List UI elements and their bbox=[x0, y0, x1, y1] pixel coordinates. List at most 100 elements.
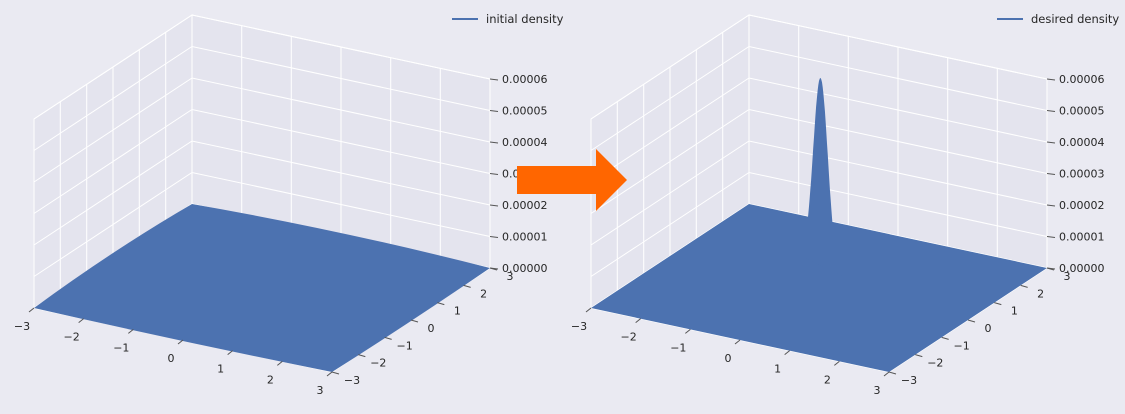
y-tick bbox=[1020, 284, 1028, 288]
z-tick-label: 0.00000 bbox=[1059, 262, 1105, 275]
x-tick bbox=[28, 307, 35, 313]
x-tick bbox=[177, 339, 184, 345]
y-tick-label: 2 bbox=[1037, 287, 1044, 300]
y-tick-label: −1 bbox=[954, 339, 970, 352]
y-tick bbox=[994, 302, 1002, 306]
y-tick bbox=[915, 354, 923, 358]
gridline-z bbox=[33, 45, 491, 151]
x-tick bbox=[585, 307, 592, 313]
x-tick bbox=[128, 328, 134, 334]
surface-peak bbox=[798, 77, 843, 277]
x-tick-label: 1 bbox=[217, 363, 224, 376]
right-arrow-icon bbox=[517, 149, 627, 211]
gridline-z bbox=[33, 77, 491, 183]
x-tick-label: 3 bbox=[874, 384, 881, 397]
x-axis: −3 −2 −1 0 1 2 3 bbox=[14, 307, 333, 397]
x-tick-label: 2 bbox=[267, 373, 274, 386]
gridline-z bbox=[590, 140, 1048, 246]
x-tick bbox=[277, 360, 283, 366]
y-tick-label: −1 bbox=[397, 339, 413, 352]
x-tick bbox=[78, 318, 84, 324]
z-tick bbox=[489, 236, 499, 238]
gridline-z bbox=[590, 171, 1048, 277]
y-axis: −3 −2 −1 0 1 2 3 bbox=[331, 267, 514, 387]
chart-initial-density: 0.000000.000010.000020.000030.000040.000… bbox=[0, 0, 565, 414]
z-tick bbox=[1046, 204, 1056, 207]
density-surface bbox=[591, 77, 1047, 372]
legend: desired density bbox=[997, 12, 1119, 26]
y-tick bbox=[410, 319, 419, 323]
x-tick-label: 0 bbox=[168, 352, 175, 365]
gridline-z bbox=[33, 14, 491, 120]
y-tick-label: −2 bbox=[370, 357, 386, 370]
x-tick bbox=[734, 339, 741, 345]
z-axis: 0.000000.000010.000020.000030.000040.000… bbox=[489, 73, 548, 275]
y-tick-label: 0 bbox=[428, 322, 435, 335]
z-tick-label: 0.00003 bbox=[1059, 168, 1105, 181]
z-tick bbox=[489, 110, 499, 112]
legend-label: initial density bbox=[486, 12, 564, 26]
z-tick bbox=[1046, 141, 1056, 144]
z-tick-label: 0.00001 bbox=[1059, 231, 1105, 244]
x-tick-label: −2 bbox=[64, 331, 80, 344]
surface-floor bbox=[591, 204, 1047, 372]
y-tick-label: −3 bbox=[901, 374, 917, 387]
z-tick-label: 0.00002 bbox=[502, 199, 548, 212]
x-tick-label: 1 bbox=[774, 363, 781, 376]
x-tick-label: −1 bbox=[670, 341, 686, 354]
z-tick bbox=[1046, 110, 1056, 112]
density-surface bbox=[34, 204, 490, 372]
gridline-z bbox=[590, 108, 1048, 214]
y-tick bbox=[967, 319, 976, 323]
y-tick bbox=[463, 284, 471, 288]
y-tick bbox=[888, 371, 897, 375]
z-tick bbox=[489, 173, 499, 175]
chart-desired-density: 0.00000 0.00001 0.00002 0.00003 0.00004 0.000… bbox=[565, 0, 1125, 414]
x-tick bbox=[834, 360, 840, 366]
z-tick-label: 0.00002 bbox=[1059, 199, 1105, 212]
y-tick bbox=[437, 302, 445, 306]
gridline-z bbox=[590, 14, 1048, 120]
z-tick bbox=[1046, 236, 1056, 238]
y-tick-label: 2 bbox=[480, 287, 487, 300]
surface-mesh bbox=[34, 204, 490, 372]
y-tick-label: −3 bbox=[344, 374, 360, 387]
x-tick-label: −3 bbox=[14, 320, 30, 333]
z-tick-label: 0.00006 bbox=[1059, 73, 1105, 86]
y-tick bbox=[384, 336, 392, 340]
z-tick-label: 0.00004 bbox=[1059, 136, 1105, 149]
legend: initial density bbox=[452, 12, 564, 26]
z-tick bbox=[489, 204, 499, 207]
x-tick-label: −2 bbox=[621, 331, 637, 344]
gridline-z bbox=[590, 45, 1048, 151]
y-tick bbox=[1046, 267, 1055, 271]
gridline-z bbox=[33, 108, 491, 214]
z-tick-label: 0.00001 bbox=[502, 231, 548, 244]
x-tick bbox=[326, 371, 333, 377]
y-tick bbox=[489, 267, 498, 271]
y-axis: −3 −2 −1 0 1 2 3 bbox=[888, 267, 1071, 387]
gridline-z bbox=[590, 77, 1048, 183]
y-tick bbox=[358, 354, 366, 358]
gridline-z bbox=[33, 140, 491, 246]
x-tick bbox=[227, 350, 233, 356]
legend-label: desired density bbox=[1031, 12, 1119, 26]
x-tick-label: −1 bbox=[113, 341, 129, 354]
x-tick-label: 2 bbox=[824, 373, 831, 386]
x-tick bbox=[685, 328, 691, 334]
y-tick-label: 1 bbox=[1011, 305, 1018, 318]
x-tick-label: 0 bbox=[725, 352, 732, 365]
z-tick bbox=[489, 78, 499, 81]
y-tick bbox=[331, 371, 340, 375]
y-tick-label: 3 bbox=[1064, 270, 1071, 283]
z-tick-label: 0.00005 bbox=[1059, 105, 1105, 118]
y-tick bbox=[941, 336, 949, 340]
z-tick-label: 0.00006 bbox=[502, 73, 548, 86]
z-tick-label: 0.00005 bbox=[502, 105, 548, 118]
arrow-shape bbox=[517, 149, 627, 211]
y-tick-label: −2 bbox=[927, 357, 943, 370]
z-tick-label: 0.00000 bbox=[502, 262, 548, 275]
z-tick bbox=[1046, 173, 1056, 175]
y-tick-label: 3 bbox=[507, 270, 514, 283]
